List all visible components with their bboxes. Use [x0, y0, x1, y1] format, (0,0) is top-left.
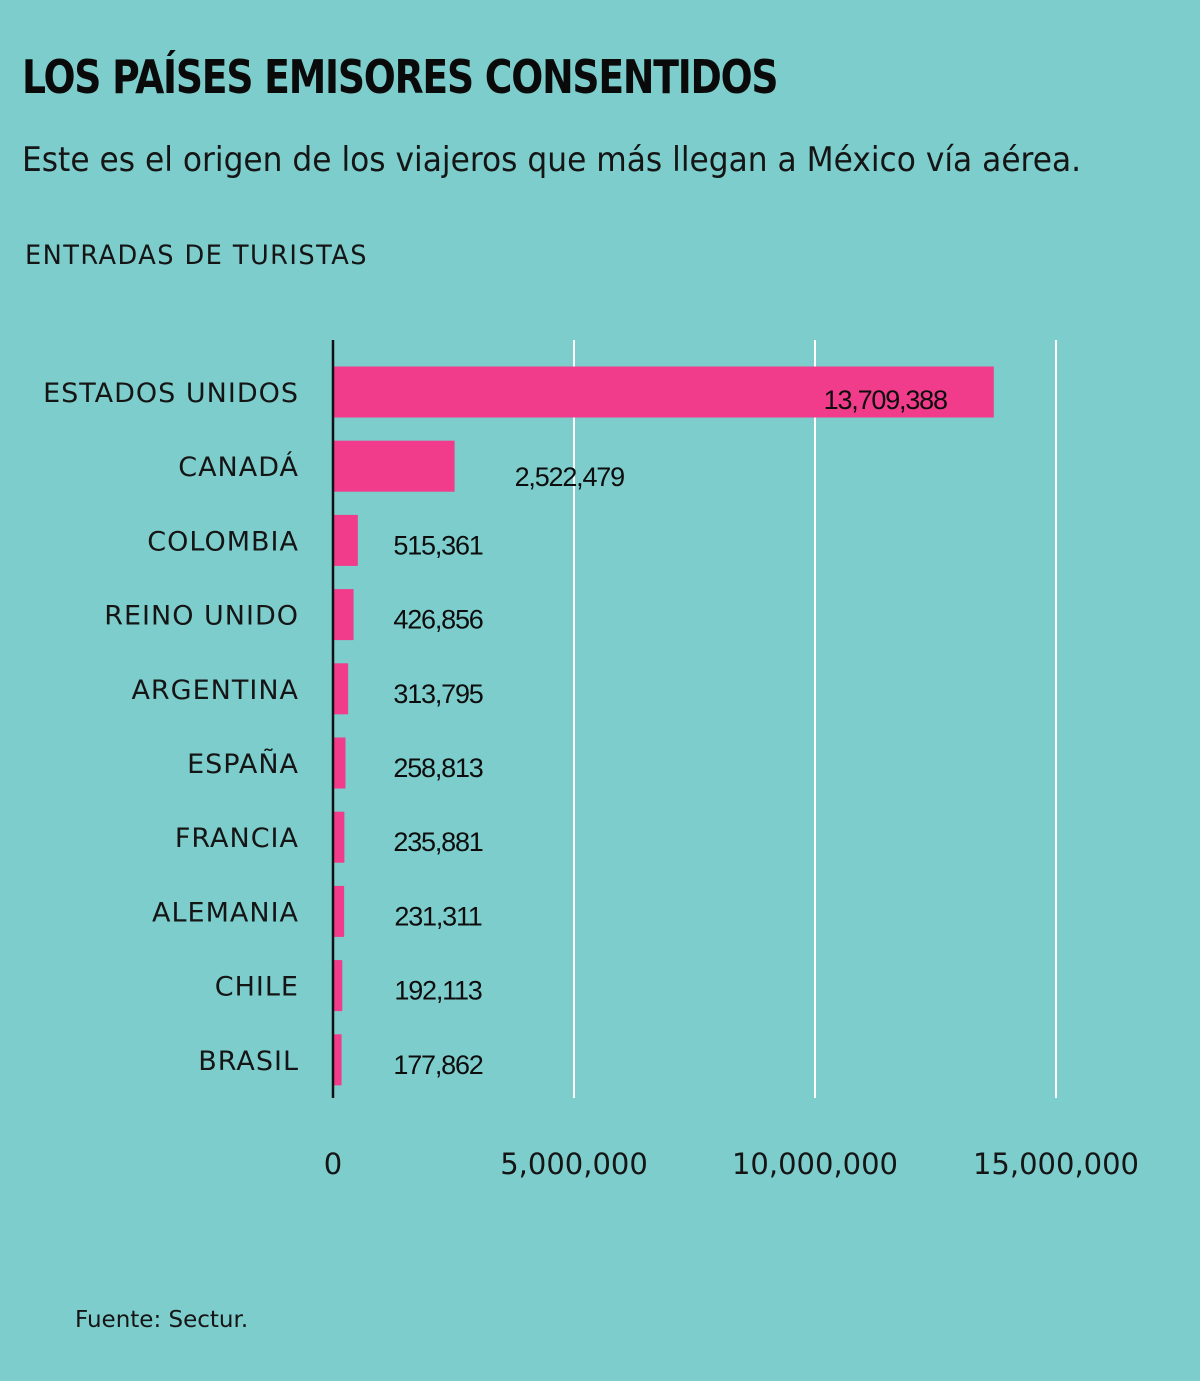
category-label-2: COLOMBIA	[147, 526, 299, 557]
bar-0	[333, 366, 994, 418]
chart-subtitle: Este es el origen de los viajeros que má…	[22, 140, 1082, 180]
value-label-3: 426,856	[393, 605, 482, 635]
bars	[333, 366, 994, 1086]
bar-2	[333, 514, 358, 566]
x-tick-label-2: 10,000,000	[732, 1147, 898, 1181]
category-label-8: CHILE	[215, 972, 299, 1003]
bar-1	[333, 440, 455, 492]
x-tick-label-0: 0	[324, 1147, 342, 1181]
source-note: Fuente: Sectur.	[75, 1307, 249, 1333]
category-label-1: CANADÁ	[178, 451, 299, 483]
labels: ESTADOS UNIDOS 13,709,388 CANADÁ 2,522,479 C…	[43, 378, 948, 1080]
category-label-6: FRANCIA	[175, 823, 299, 854]
value-label-7: 231,311	[394, 901, 481, 931]
axis: 0 5,000,000 10,000,000 15,000,000	[324, 340, 1139, 1181]
category-label-3: REINO UNIDO	[104, 601, 299, 632]
bar-5	[333, 737, 346, 789]
bar-7	[333, 885, 345, 937]
category-label-4: ARGENTINA	[131, 675, 299, 706]
value-label-1: 2,522,479	[515, 462, 624, 492]
x-tick-label-1: 5,000,000	[500, 1147, 648, 1181]
chart-title: LOS PAÍSES EMISORES CONSENTIDOS	[22, 50, 779, 104]
value-label-6: 235,881	[393, 827, 482, 857]
value-label-5: 258,813	[393, 753, 482, 783]
bar-8	[333, 960, 343, 1012]
gridlines	[573, 340, 1057, 1098]
x-tick-label-3: 15,000,000	[973, 1147, 1139, 1181]
section-label: ENTRADAS DE TURISTAS	[25, 240, 368, 271]
bar-4	[333, 663, 349, 715]
category-label-0: ESTADOS UNIDOS	[43, 378, 299, 409]
category-label-7: ALEMANIA	[152, 897, 299, 928]
bar-9	[333, 1034, 342, 1086]
category-label-9: BRASIL	[198, 1046, 299, 1077]
value-label-4: 313,795	[393, 679, 482, 709]
bar-6	[333, 811, 345, 863]
bar-3	[333, 589, 354, 641]
value-label-2: 515,361	[393, 530, 482, 560]
value-label-8: 192,113	[394, 976, 481, 1006]
value-label-0: 13,709,388	[824, 385, 947, 415]
category-label-5: ESPAÑA	[187, 748, 299, 780]
value-label-9: 177,862	[393, 1050, 482, 1080]
